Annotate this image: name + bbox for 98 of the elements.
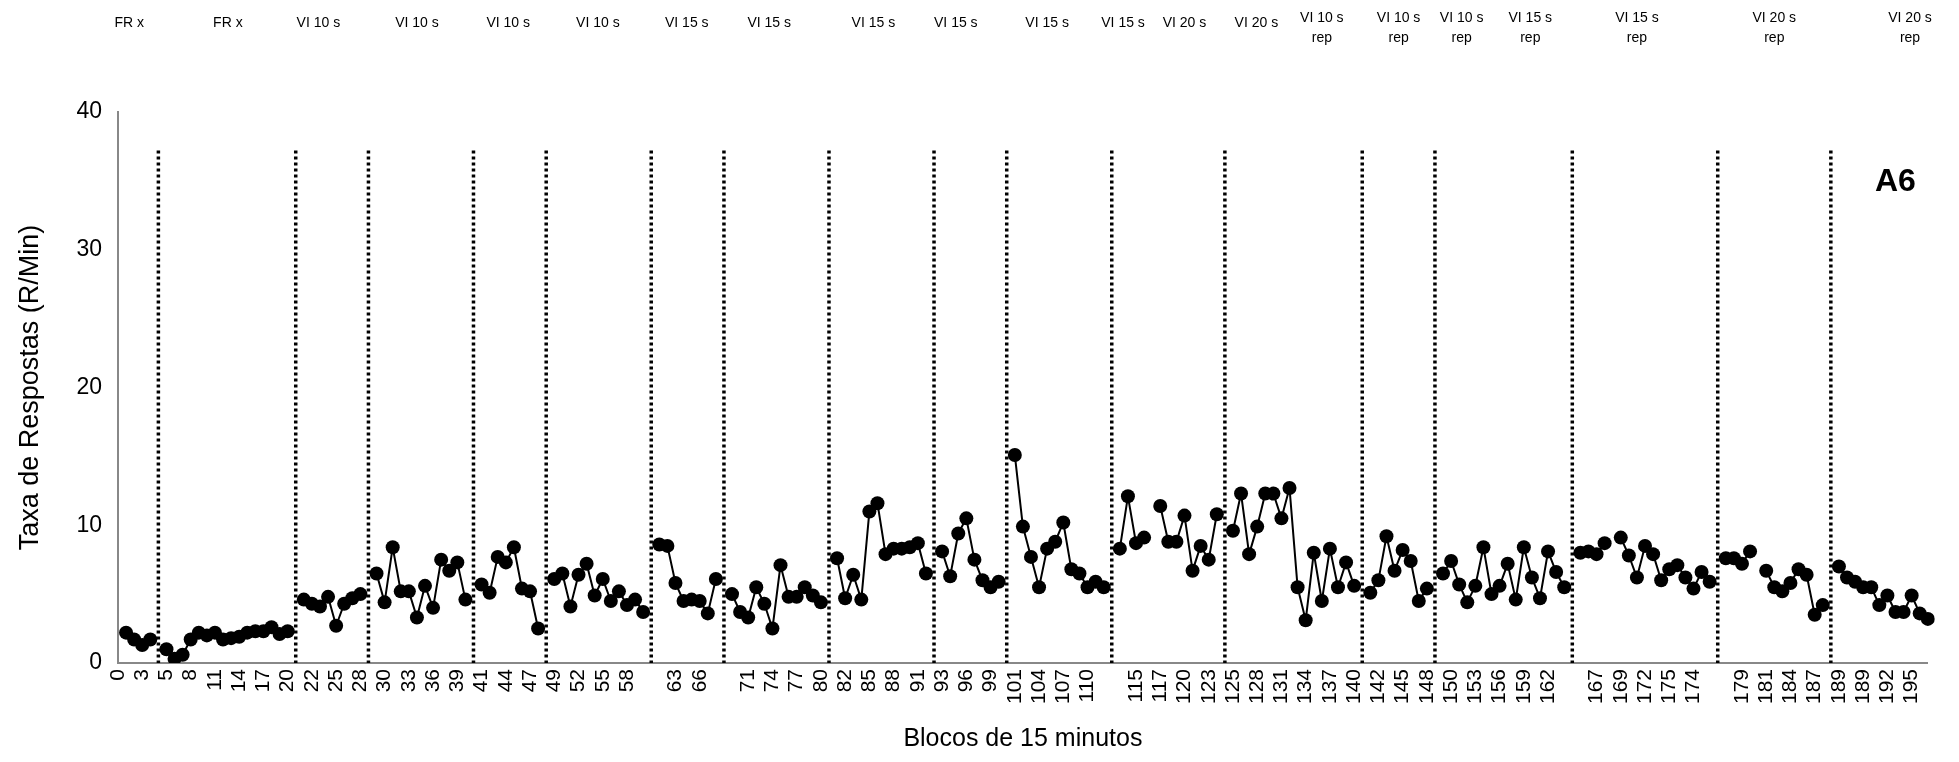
x-tick-label: 82 [831, 668, 855, 693]
annotation: A6 [1874, 161, 1916, 198]
text: VI 10 s [486, 13, 531, 30]
y-axis-title: Taxa de Respostas (R/Min) [13, 224, 44, 551]
x-tick-label: 22 [298, 668, 322, 693]
x-tick-label: 17 [250, 668, 274, 693]
text: FR x [114, 13, 145, 30]
x-tick-label: 123 [1195, 668, 1219, 705]
x-tick-label: 137 [1316, 668, 1340, 705]
x-tick-label: 28 [347, 668, 371, 693]
x-tick-label: 39 [444, 668, 468, 693]
text: VI 20 s [1162, 13, 1207, 30]
x-tick-label: 162 [1534, 668, 1558, 705]
x-tick-label: 110 [1074, 668, 1098, 703]
x-tick-label: 11 [201, 668, 225, 691]
text: VI 15 s rep [1615, 8, 1659, 45]
x-tick-label: 174 [1680, 668, 1704, 705]
x-tick-label: 117 [1147, 668, 1171, 703]
x-tick-label: 20 [274, 668, 298, 693]
x-tick-label: 91 [904, 668, 928, 693]
x-tick-label: 99 [977, 668, 1001, 693]
x-tick-label: 41 [468, 668, 492, 693]
x-tick-label: 187 [1801, 668, 1825, 705]
y-tick-label: 20 [76, 372, 102, 399]
x-tick-label: 8 [177, 668, 201, 681]
x-tick-label: 0 [104, 668, 128, 681]
x-tick-label: 120 [1171, 668, 1195, 705]
x-tick-label: 52 [565, 668, 589, 693]
x-tick-label: 49 [541, 668, 565, 693]
text: VI 10 s [576, 13, 620, 30]
x-tick-label: 74 [759, 668, 783, 693]
x-tick-label: 128 [1243, 668, 1267, 705]
x-tick-label: 145 [1389, 668, 1413, 705]
x-tick-label: 115 [1122, 668, 1146, 703]
text: VI 15 s [934, 13, 978, 30]
text: VI 20 s rep [1752, 8, 1797, 45]
text: VI 15 s [1025, 13, 1069, 30]
text: VI 20 s [1234, 13, 1279, 30]
x-tick-label: 179 [1728, 668, 1752, 705]
x-tick-label: 150 [1437, 668, 1461, 705]
y-tick-label: 10 [76, 510, 102, 537]
x-tick-label: 184 [1777, 668, 1801, 705]
x-tick-label: 172 [1631, 668, 1655, 705]
text: FR x [213, 13, 243, 30]
text: VI 15 s rep [1508, 8, 1553, 45]
x-tick-label: 66 [686, 668, 710, 693]
x-tick-label: 14 [225, 668, 249, 693]
x-tick-label: 47 [516, 668, 540, 693]
x-tick-label: 77 [783, 668, 807, 693]
x-tick-label: 175 [1656, 668, 1680, 705]
text: VI 15 s [747, 13, 791, 30]
x-tick-label: 140 [1340, 668, 1364, 705]
x-tick-label: 134 [1292, 668, 1316, 705]
text: VI 10 s [296, 13, 341, 30]
x-tick-label: 181 [1753, 668, 1777, 705]
x-tick-label: 3 [129, 668, 153, 681]
y-tick-label: 40 [76, 97, 102, 124]
x-tick-label: 71 [734, 668, 758, 693]
x-tick-label: 169 [1607, 668, 1631, 705]
x-tick-label: 189 [1825, 668, 1849, 705]
x-tick-label: 63 [662, 668, 686, 693]
x-tick-label: 167 [1583, 668, 1607, 705]
x-tick-label: 96 [953, 668, 977, 693]
text: VI 15 s [851, 13, 896, 30]
x-tick-label: 107 [1050, 668, 1074, 705]
text: VI 10 s rep [1376, 8, 1421, 45]
x-tick-label: 25 [322, 668, 346, 693]
x-tick-label: 159 [1510, 668, 1534, 705]
x-tick-label: 85 [856, 668, 880, 693]
x-tick-label: 153 [1462, 668, 1486, 705]
x-tick-label: 131 [1268, 668, 1292, 705]
text: VI 10 s rep [1300, 8, 1344, 45]
x-tick-label: 192 [1874, 668, 1898, 705]
text: VI 20 s rep [1888, 8, 1932, 45]
text: VI 10 s [395, 13, 439, 30]
text: VI 10 s rep [1439, 8, 1484, 45]
x-tick-label: 125 [1219, 668, 1243, 705]
x-tick-label: 142 [1365, 668, 1389, 705]
x-tick-label: 33 [395, 668, 419, 693]
x-tick-label: 58 [613, 668, 637, 693]
x-tick-label: 5 [153, 668, 177, 681]
x-tick-label: 195 [1898, 668, 1922, 705]
x-tick-label: 104 [1025, 668, 1049, 705]
x-tick-label: 55 [589, 668, 613, 693]
x-tick-label: 30 [371, 668, 395, 693]
x-tick-label: 101 [1001, 668, 1025, 705]
x-tick-label: 189 [1849, 668, 1873, 705]
text: VI 15 s [664, 13, 709, 30]
x-tick-label: 36 [419, 668, 443, 693]
x-tick-label: 80 [807, 668, 831, 693]
x-tick-label: 156 [1486, 668, 1510, 705]
text: VI 15 s [1101, 13, 1145, 30]
x-tick-label: 148 [1413, 668, 1437, 705]
x-tick-label: 88 [880, 668, 904, 693]
x-axis-title: Blocos de 15 minutos [903, 722, 1143, 751]
y-tick-label: 30 [76, 235, 102, 262]
x-tick-label: 93 [928, 668, 952, 693]
x-tick-label: 44 [492, 668, 516, 693]
